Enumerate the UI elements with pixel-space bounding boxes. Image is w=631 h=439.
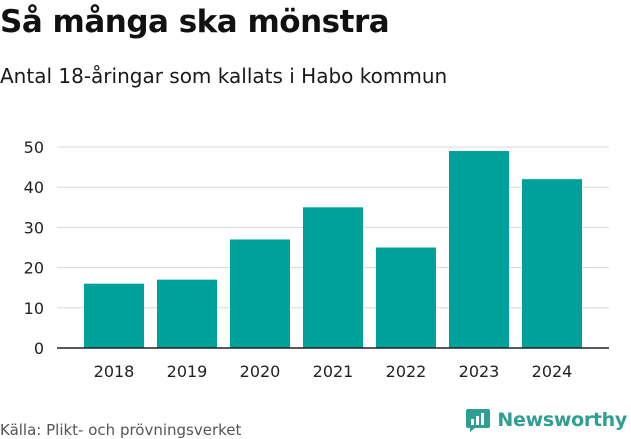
x-tick-label-2022: 2022 — [386, 362, 427, 381]
y-tick-label: 10 — [24, 299, 44, 318]
brand-logo: Newsworthy — [465, 407, 627, 433]
newsworthy-logo-icon — [466, 409, 491, 432]
x-tick-label-2021: 2021 — [313, 362, 354, 381]
x-tick-label-2019: 2019 — [167, 362, 208, 381]
chart-subtitle: Antal 18-åringar som kallats i Habo komm… — [0, 64, 448, 88]
bar-chart: 0 10 20 30 40 50 2018 2019 2020 2021 2022 2023 2024 — [24, 138, 609, 381]
brand-name: Newsworthy — [497, 409, 627, 431]
bar-2018 — [84, 283, 144, 348]
y-axis-tick-labels: 0 10 20 30 40 50 — [24, 138, 44, 358]
bar-2021 — [303, 207, 363, 348]
y-tick-label: 40 — [24, 178, 44, 197]
x-tick-label-2024: 2024 — [532, 362, 573, 381]
x-axis-tick-labels: 2018 2019 2020 2021 2022 2023 2024 — [94, 362, 573, 381]
bar-2022 — [376, 247, 436, 348]
bars — [84, 151, 582, 348]
y-tick-label: 20 — [24, 259, 44, 278]
bar-2020 — [230, 239, 290, 348]
y-tick-label: 30 — [24, 218, 44, 237]
bar-2023 — [449, 151, 509, 348]
y-tick-label: 0 — [34, 339, 44, 358]
chart-title: Så många ska mönstra — [0, 4, 390, 40]
bar-2024 — [522, 179, 582, 348]
x-tick-label-2023: 2023 — [459, 362, 500, 381]
bar-2019 — [157, 279, 217, 348]
x-tick-label-2020: 2020 — [240, 362, 281, 381]
x-tick-label-2018: 2018 — [94, 362, 135, 381]
source-note: Källa: Plikt- och prövningsverket — [0, 421, 242, 439]
y-tick-label: 50 — [24, 138, 44, 157]
